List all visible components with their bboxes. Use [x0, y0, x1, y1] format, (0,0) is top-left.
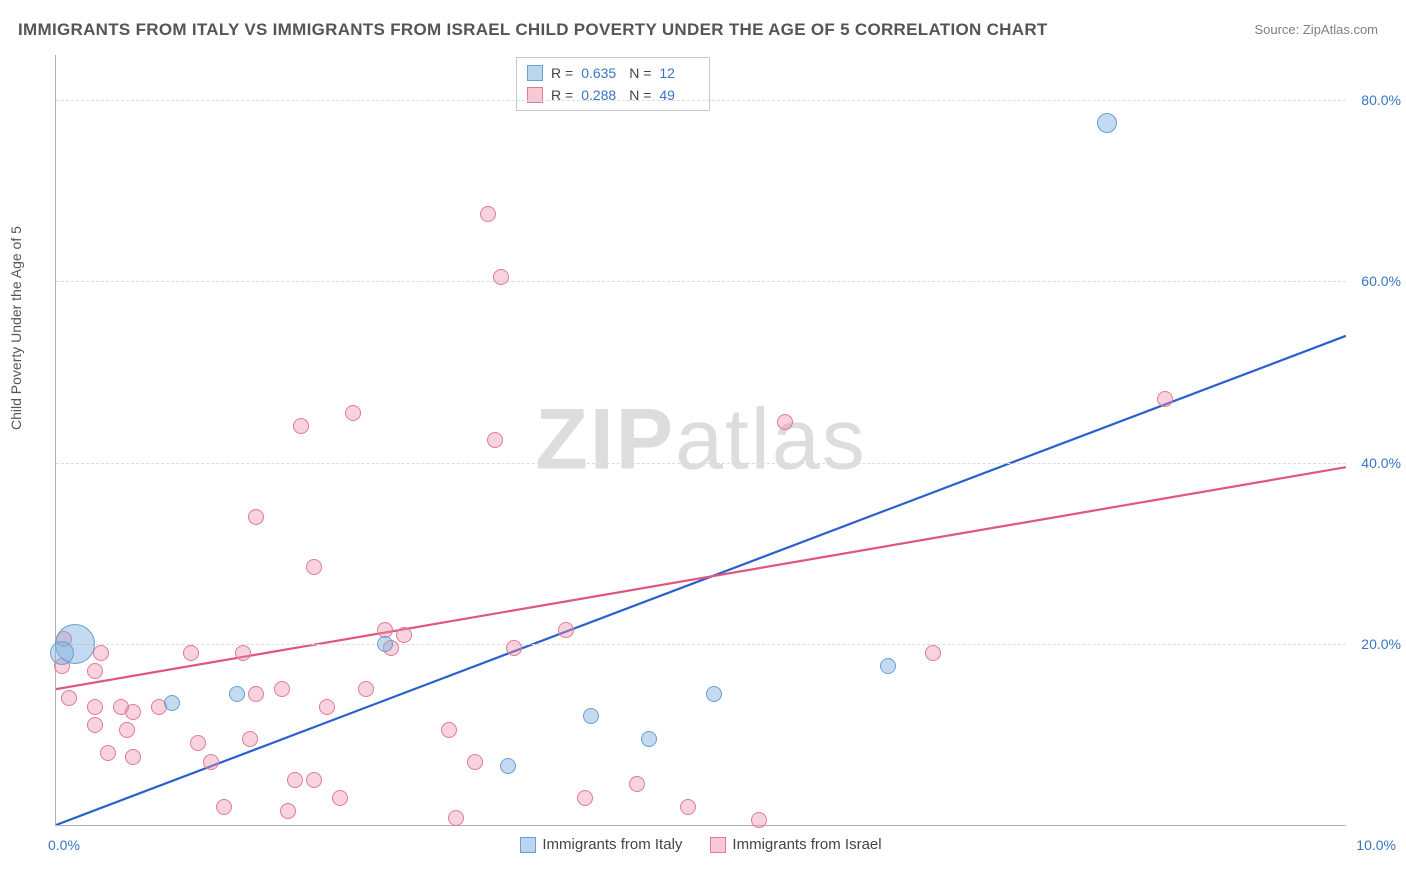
gridline — [56, 281, 1346, 282]
gridline — [56, 644, 1346, 645]
scatter-point-israel — [751, 812, 767, 828]
trend-lines — [56, 55, 1346, 825]
scatter-point-israel — [190, 735, 206, 751]
chart-title: IMMIGRANTS FROM ITALY VS IMMIGRANTS FROM… — [18, 20, 1048, 40]
swatch-italy — [527, 65, 543, 81]
legend-item-italy: Immigrants from Italy — [520, 836, 682, 853]
scatter-point-israel — [280, 803, 296, 819]
watermark-light: atlas — [675, 392, 867, 488]
scatter-point-israel — [448, 810, 464, 826]
scatter-point-israel — [87, 663, 103, 679]
swatch-italy — [520, 837, 536, 853]
scatter-point-israel — [629, 776, 645, 792]
scatter-point-italy — [880, 658, 896, 674]
scatter-point-israel — [777, 414, 793, 430]
scatter-point-italy — [377, 636, 393, 652]
scatter-point-israel — [396, 627, 412, 643]
x-tick-min: 0.0% — [48, 837, 80, 853]
scatter-point-israel — [558, 622, 574, 638]
scatter-point-israel — [274, 681, 290, 697]
gridline — [56, 100, 1346, 101]
y-tick-label: 80.0% — [1351, 92, 1401, 108]
y-tick-label: 40.0% — [1351, 455, 1401, 471]
y-tick-label: 20.0% — [1351, 636, 1401, 652]
scatter-point-israel — [925, 645, 941, 661]
scatter-point-israel — [235, 645, 251, 661]
scatter-point-israel — [441, 722, 457, 738]
scatter-point-israel — [493, 269, 509, 285]
legend-top: R = 0.635 N = 12 R = 0.288 N = 49 — [516, 57, 710, 111]
scatter-point-italy — [164, 695, 180, 711]
legend-label-italy: Immigrants from Italy — [542, 836, 682, 853]
legend-bottom: Immigrants from Italy Immigrants from Is… — [56, 836, 1346, 853]
scatter-point-israel — [119, 722, 135, 738]
r-value-italy: 0.635 — [581, 65, 621, 81]
scatter-point-italy — [641, 731, 657, 747]
swatch-israel — [710, 837, 726, 853]
source-label: Source: ZipAtlas.com — [1254, 22, 1378, 37]
scatter-point-israel — [306, 772, 322, 788]
scatter-point-italy — [583, 708, 599, 724]
scatter-point-israel — [216, 799, 232, 815]
scatter-point-israel — [467, 754, 483, 770]
n-label: N = — [629, 65, 651, 81]
legend-item-israel: Immigrants from Israel — [710, 836, 881, 853]
scatter-point-israel — [577, 790, 593, 806]
scatter-point-israel — [306, 559, 322, 575]
scatter-point-italy — [1097, 113, 1117, 133]
x-tick-max: 10.0% — [1356, 837, 1396, 853]
scatter-point-italy — [706, 686, 722, 702]
scatter-point-israel — [87, 717, 103, 733]
r-label: R = — [551, 65, 573, 81]
scatter-point-israel — [183, 645, 199, 661]
trend-italy — [56, 336, 1346, 825]
legend-row-israel: R = 0.288 N = 49 — [527, 84, 699, 106]
scatter-point-italy — [500, 758, 516, 774]
legend-label-israel: Immigrants from Israel — [732, 836, 881, 853]
watermark-bold: ZIP — [535, 392, 675, 488]
scatter-point-israel — [345, 405, 361, 421]
watermark: ZIPatlas — [535, 391, 866, 490]
scatter-point-israel — [87, 699, 103, 715]
scatter-point-israel — [248, 686, 264, 702]
scatter-point-israel — [506, 640, 522, 656]
n-value-italy: 12 — [659, 65, 699, 81]
scatter-point-israel — [248, 509, 264, 525]
scatter-point-israel — [61, 690, 77, 706]
legend-row-italy: R = 0.635 N = 12 — [527, 62, 699, 84]
scatter-point-italy — [229, 686, 245, 702]
scatter-point-israel — [358, 681, 374, 697]
y-axis-label: Child Poverty Under the Age of 5 — [8, 226, 24, 430]
scatter-point-israel — [203, 754, 219, 770]
scatter-point-israel — [319, 699, 335, 715]
scatter-point-israel — [1157, 391, 1173, 407]
scatter-point-israel — [287, 772, 303, 788]
scatter-point-israel — [680, 799, 696, 815]
gridline — [56, 463, 1346, 464]
scatter-point-italy — [50, 641, 74, 665]
scatter-point-israel — [487, 432, 503, 448]
scatter-point-israel — [100, 745, 116, 761]
scatter-point-israel — [125, 704, 141, 720]
scatter-point-israel — [242, 731, 258, 747]
scatter-point-israel — [332, 790, 348, 806]
y-tick-label: 60.0% — [1351, 273, 1401, 289]
scatter-point-israel — [293, 418, 309, 434]
scatter-point-israel — [480, 206, 496, 222]
scatter-point-israel — [125, 749, 141, 765]
plot-area: ZIPatlas R = 0.635 N = 12 R = 0.288 N = … — [55, 55, 1346, 826]
scatter-point-israel — [93, 645, 109, 661]
